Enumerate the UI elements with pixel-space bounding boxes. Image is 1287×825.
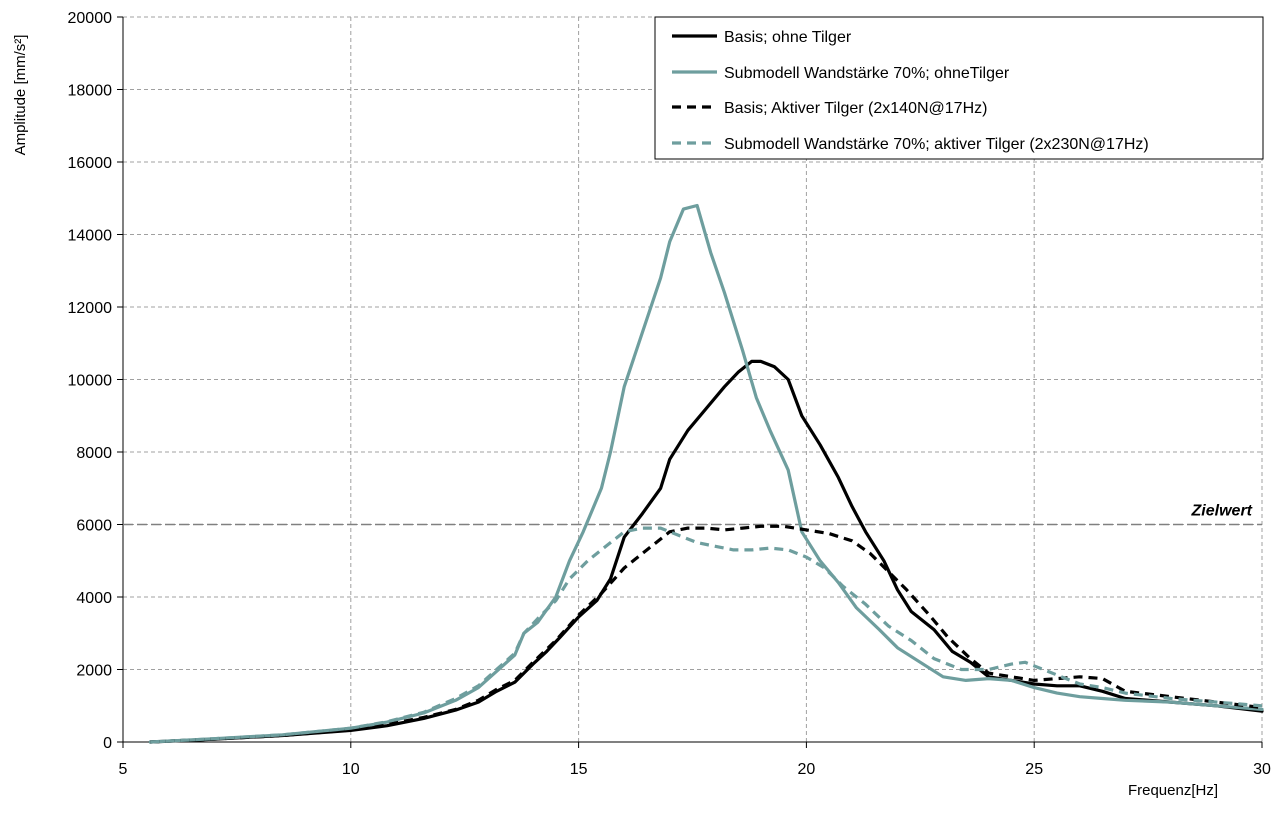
axes: [117, 16, 1263, 748]
y-tick-label: 10000: [68, 373, 113, 390]
legend-label-3: Basis; Aktiver Tilger (2x140N@17Hz): [724, 100, 987, 117]
legend-label-1: Basis; ohne Tilger: [724, 29, 852, 46]
series-line-4: [150, 526, 1263, 744]
y-tick-label: 6000: [76, 518, 112, 535]
x-tick-label: 10: [342, 761, 360, 778]
y-tick-label: 20000: [68, 10, 113, 27]
y-tick-label: 12000: [68, 300, 113, 317]
series-line-2: [148, 203, 1264, 744]
y-tick-label: 8000: [76, 445, 112, 462]
x-tick-label: 25: [1025, 761, 1043, 778]
y-tick-label: 18000: [68, 83, 113, 100]
series-line-3: [150, 524, 1263, 744]
x-tick-label: 15: [570, 761, 588, 778]
y-tick-label: 16000: [68, 155, 113, 172]
grid-lines: [123, 16, 1263, 742]
legend-label-4: Submodell Wandstärke 70%; aktiver Tilger…: [724, 136, 1149, 153]
x-tick-label: 30: [1253, 761, 1271, 778]
y-tick-label: 0: [103, 735, 112, 752]
target-value-label: Zielwert: [1191, 503, 1253, 520]
reference-line: Zielwert: [123, 503, 1262, 526]
x-tick-label: 20: [798, 761, 816, 778]
tick-labels: 0 2000 4000 6000 8000 10000 12000 14000 16000 180…: [68, 10, 1272, 778]
legend-box: [654, 16, 1264, 160]
y-tick-label: 4000: [76, 590, 112, 607]
y-tick-label: 14000: [68, 228, 113, 245]
legend: Basis; ohne Tilger Submodell Wandstärke 7…: [654, 16, 1264, 160]
x-tick-label: 5: [119, 761, 128, 778]
y-axis-label: Amplitude [mm/s²]: [12, 35, 29, 156]
legend-label-2: Submodell Wandstärke 70%; ohneTilger: [724, 65, 1010, 82]
x-axis-label: Frequenz[Hz]: [1128, 782, 1218, 799]
y-tick-label: 2000: [76, 663, 112, 680]
series-group: [148, 203, 1264, 744]
